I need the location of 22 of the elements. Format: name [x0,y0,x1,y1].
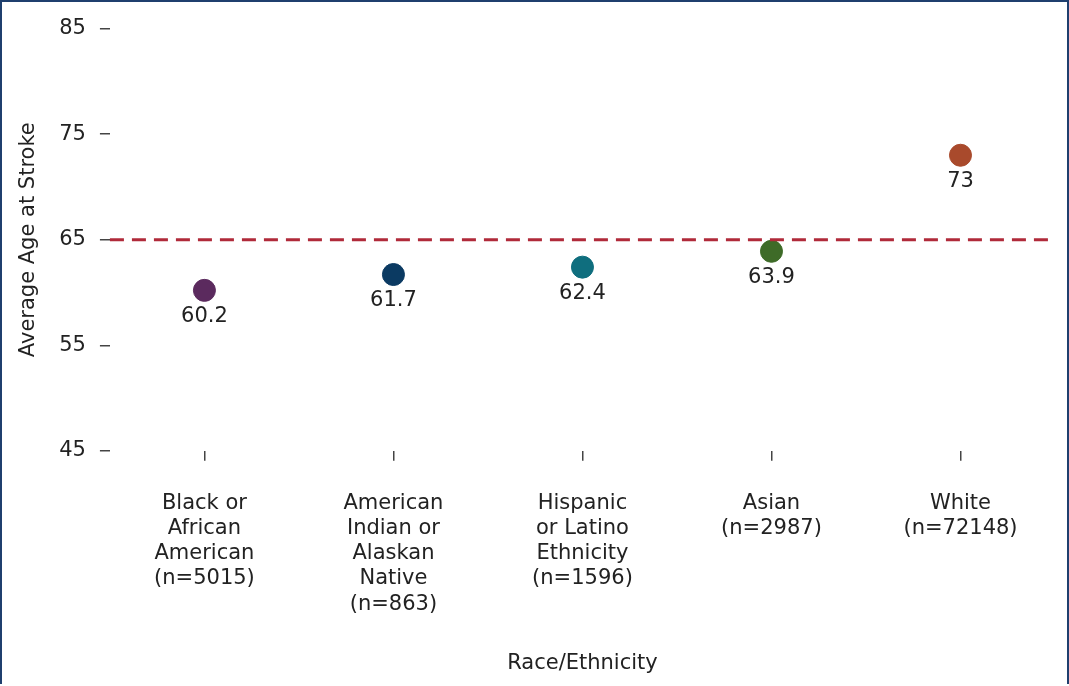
x-tick-label: Hispanic or Latino Ethnicity (n=1596) [532,489,633,590]
point [570,255,594,279]
point [381,263,405,287]
data-label: 63.9 [748,264,795,289]
x-axis-title: Race/Ethnicity [507,649,658,674]
point [759,239,783,263]
point [948,143,972,167]
x-tick-label: American Indian or Alaskan Native (n=863) [343,489,444,615]
x-tick-label: White (n=72148) [903,489,1018,540]
point [192,278,216,302]
data-label: 60.2 [181,303,228,328]
y-tick-label: 75 [59,120,86,145]
y-tick-label: 85 [59,15,86,40]
y-axis-title: Average Age at Stroke [15,122,40,358]
data-label: 73 [947,168,974,193]
y-tick-label: 55 [59,331,86,356]
data-label: 61.7 [370,287,417,312]
x-tick-label: Asian (n=2987) [721,489,822,540]
x-tick-label: Black or African American (n=5015) [154,489,255,590]
y-tick-label: 65 [59,226,86,251]
y-tick-label: 45 [59,437,86,462]
data-label: 62.4 [559,280,606,305]
